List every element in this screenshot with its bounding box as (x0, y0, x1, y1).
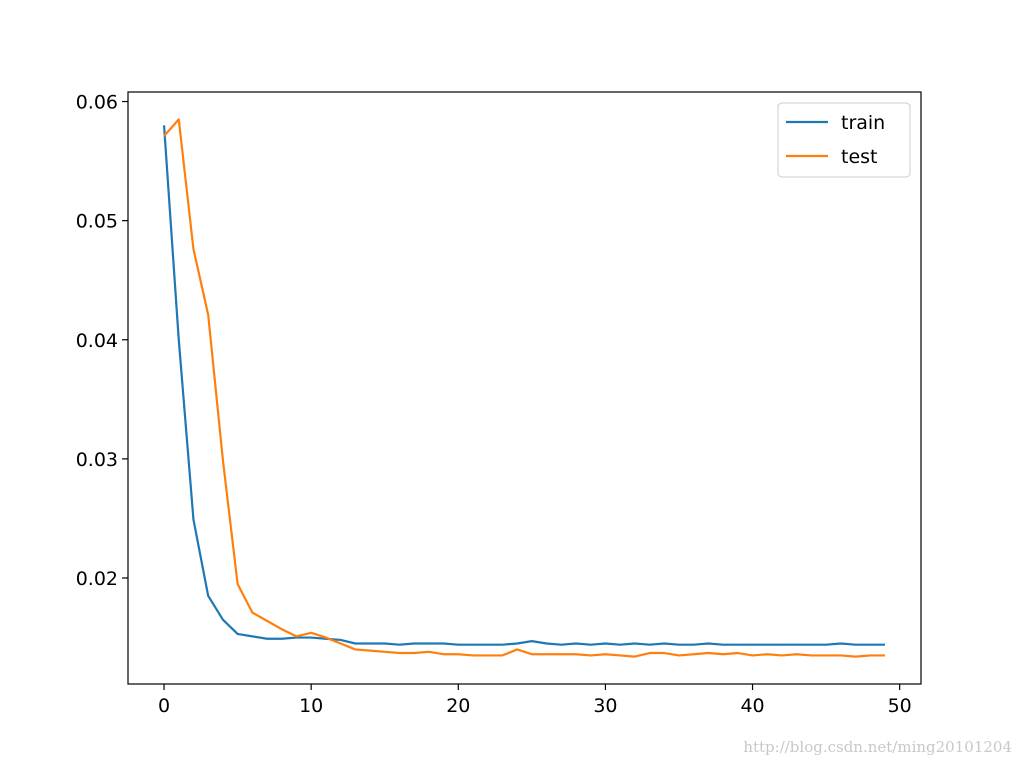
plot-frame (127, 91, 922, 685)
y-tick-label: 0.02 (76, 568, 118, 590)
x-tick-label: 30 (593, 695, 617, 717)
y-tick-label: 0.05 (76, 211, 118, 233)
y-tick-label: 0.03 (76, 449, 118, 471)
series-line (163, 118, 885, 658)
x-tick-label: 10 (299, 695, 323, 717)
y-tick-label: 0.06 (76, 92, 118, 114)
series-line (162, 125, 885, 646)
x-tick-label: 0 (158, 695, 170, 717)
watermark: http://blog.csdn.net/ming20101204 (743, 738, 1012, 756)
y-tick-label: 0.04 (76, 330, 118, 352)
legend-label: test (841, 146, 878, 168)
x-tick-label: 20 (446, 695, 470, 717)
legend-label: train (841, 112, 885, 134)
x-tick-label: 40 (740, 695, 764, 717)
x-tick-label: 50 (888, 695, 912, 717)
